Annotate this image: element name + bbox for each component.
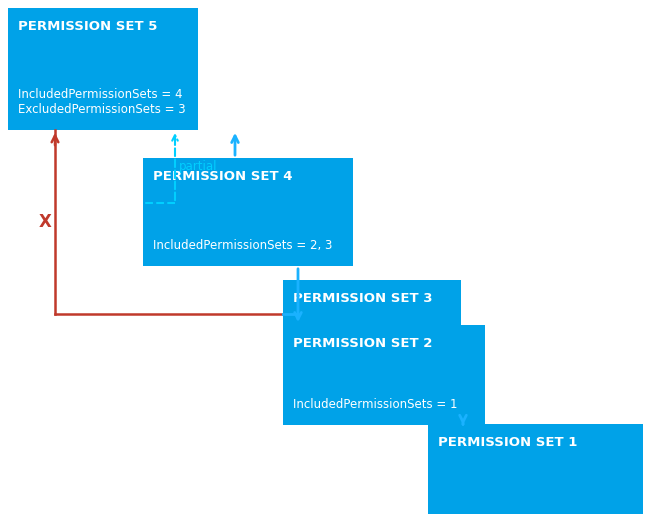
Bar <box>428 424 643 514</box>
Text: PERMISSION SET 2: PERMISSION SET 2 <box>293 337 432 350</box>
Text: X: X <box>39 213 52 231</box>
Bar <box>8 8 198 130</box>
Bar <box>143 158 353 266</box>
Bar <box>283 280 461 348</box>
Text: PERMISSION SET 4: PERMISSION SET 4 <box>153 170 292 183</box>
Text: PERMISSION SET 3: PERMISSION SET 3 <box>293 292 432 305</box>
Text: PERMISSION SET 5: PERMISSION SET 5 <box>18 20 157 33</box>
Text: IncludedPermissionSets = 2, 3: IncludedPermissionSets = 2, 3 <box>153 239 333 252</box>
Bar <box>283 325 485 425</box>
Text: partial: partial <box>179 160 218 173</box>
Text: IncludedPermissionSets = 1: IncludedPermissionSets = 1 <box>293 398 457 411</box>
Text: IncludedPermissionSets = 4
ExcludedPermissionSets = 3: IncludedPermissionSets = 4 ExcludedPermi… <box>18 88 185 116</box>
Text: PERMISSION SET 1: PERMISSION SET 1 <box>438 436 578 449</box>
